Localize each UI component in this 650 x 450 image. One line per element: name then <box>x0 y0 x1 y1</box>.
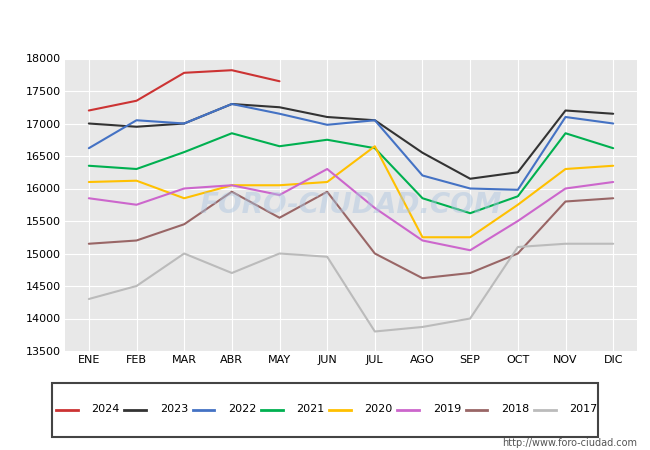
FancyBboxPatch shape <box>52 382 598 436</box>
Text: FORO-CIUDAD.COM: FORO-CIUDAD.COM <box>200 191 502 219</box>
Text: 2023: 2023 <box>160 405 188 414</box>
Text: Afiliados en Torre-Pacheco a 31/5/2024: Afiliados en Torre-Pacheco a 31/5/2024 <box>150 18 500 36</box>
Text: 2020: 2020 <box>365 405 393 414</box>
Text: 2021: 2021 <box>296 405 324 414</box>
Text: 2018: 2018 <box>501 405 529 414</box>
Text: 2024: 2024 <box>92 405 120 414</box>
Text: 2019: 2019 <box>433 405 461 414</box>
Text: 2017: 2017 <box>569 405 597 414</box>
Text: 2022: 2022 <box>228 405 257 414</box>
Text: http://www.foro-ciudad.com: http://www.foro-ciudad.com <box>502 438 637 448</box>
